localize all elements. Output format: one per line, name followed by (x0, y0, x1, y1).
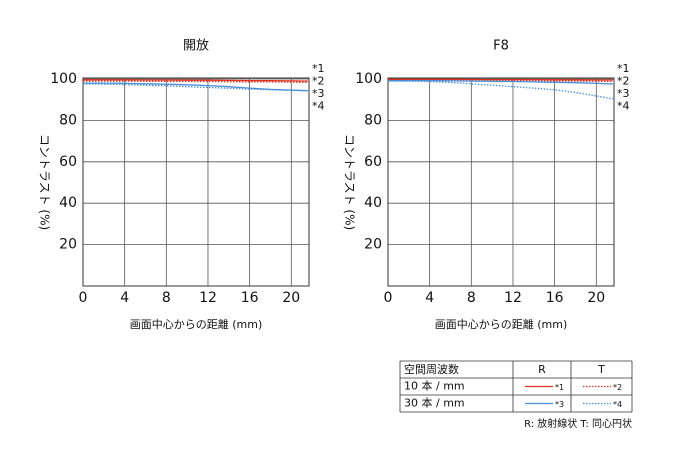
x-tick-label: 8 (467, 290, 476, 306)
table-row-label: 30 本 / mm (404, 396, 465, 410)
series-line (83, 79, 309, 82)
y-tick-label: 20 (59, 237, 77, 253)
y-tick-label: 20 (364, 237, 382, 253)
y-axis-label: コントラスト (%) (343, 134, 357, 230)
series-end-label: *4 (312, 100, 325, 113)
y-tick-label: 80 (364, 112, 382, 128)
series-line (388, 79, 614, 83)
x-tick-label: 20 (587, 290, 605, 306)
series-end-label: *3 (312, 87, 325, 100)
series-line (388, 80, 614, 85)
y-axis-label: コントラスト (%) (38, 134, 52, 230)
series-end-label: *1 (312, 62, 325, 75)
x-tick-label: 16 (546, 290, 564, 306)
chart-title: F8 (493, 39, 509, 54)
y-tick-label: 40 (364, 195, 382, 211)
x-tick-label: 16 (241, 290, 259, 306)
x-tick-label: 12 (504, 290, 522, 306)
series-line (83, 82, 309, 92)
x-axis-label: 画面中心からの距離 (mm) (130, 317, 263, 331)
y-tick-label: 40 (59, 195, 77, 211)
x-tick-label: 12 (199, 290, 217, 306)
y-tick-label: 80 (59, 112, 77, 128)
y-tick-label: 100 (50, 71, 77, 87)
plot-frame (387, 77, 615, 287)
series-end-label: *2 (312, 75, 325, 88)
series-end-label: *4 (617, 100, 630, 113)
x-tick-label: 4 (120, 290, 129, 306)
legend-label: *2 (613, 383, 622, 392)
legend-label: *4 (613, 400, 622, 409)
y-tick-label: 60 (364, 154, 382, 170)
series-end-label: *2 (617, 75, 630, 88)
series-end-label: *3 (617, 87, 630, 100)
series-line (388, 78, 613, 81)
y-tick-label: 60 (59, 154, 77, 170)
x-tick-label: 8 (162, 290, 171, 306)
series-line (83, 80, 309, 83)
x-tick-label: 20 (282, 290, 300, 306)
legend-label: *3 (555, 400, 564, 409)
x-axis-label: 画面中心からの距離 (mm) (435, 317, 568, 331)
table-note: R: 放射線状 T: 同心円状 (524, 417, 632, 430)
table-header: R (538, 363, 546, 376)
x-tick-label: 0 (384, 290, 393, 306)
x-tick-label: 4 (425, 290, 434, 306)
legend-label: *1 (555, 383, 564, 392)
table-header: 空間周波数 (404, 362, 459, 376)
series-end-label: *1 (617, 62, 630, 75)
table-row-label: 10 本 / mm (404, 379, 465, 393)
chart-title: 開放 (183, 39, 209, 54)
plot-frame (82, 77, 310, 287)
series-line (82, 83, 309, 92)
table-header: T (597, 363, 605, 376)
x-tick-label: 0 (79, 290, 88, 306)
y-tick-label: 100 (355, 71, 382, 87)
series-line (388, 80, 614, 100)
